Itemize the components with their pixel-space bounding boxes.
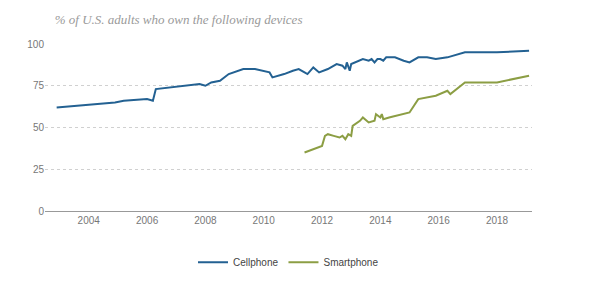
svg-text:2006: 2006	[136, 215, 159, 226]
svg-text:2016: 2016	[428, 215, 451, 226]
svg-text:Smartphone: Smartphone	[323, 257, 378, 268]
svg-text:Cellphone: Cellphone	[233, 257, 278, 268]
svg-text:25: 25	[33, 164, 45, 175]
svg-text:50: 50	[33, 122, 45, 133]
svg-text:2014: 2014	[369, 215, 392, 226]
svg-text:75: 75	[33, 80, 45, 91]
svg-text:100: 100	[27, 39, 44, 50]
svg-text:0: 0	[38, 206, 44, 217]
svg-text:2018: 2018	[486, 215, 509, 226]
svg-text:2010: 2010	[253, 215, 276, 226]
svg-text:2012: 2012	[311, 215, 334, 226]
svg-text:2004: 2004	[78, 215, 101, 226]
svg-text:2008: 2008	[194, 215, 217, 226]
svg-text:% of U.S. adults who own the f: % of U.S. adults who own the following d…	[55, 12, 303, 27]
